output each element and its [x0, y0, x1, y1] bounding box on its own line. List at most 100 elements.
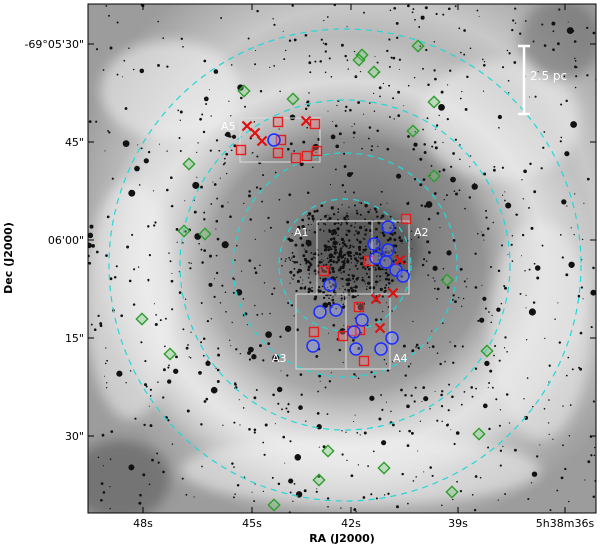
star — [299, 373, 303, 376]
star — [337, 211, 340, 213]
star — [200, 185, 203, 189]
star — [351, 295, 355, 299]
star — [505, 202, 512, 209]
star — [253, 428, 257, 432]
star — [109, 277, 113, 281]
star — [162, 470, 165, 474]
star — [277, 402, 280, 405]
star — [438, 104, 445, 111]
star — [329, 266, 331, 268]
star — [364, 245, 367, 248]
star — [332, 323, 336, 327]
star — [353, 123, 356, 125]
nebula-image — [88, 4, 596, 513]
star — [298, 227, 301, 230]
y-tick-label: 15" — [65, 332, 84, 345]
star — [398, 430, 401, 433]
star — [403, 105, 405, 107]
star — [431, 345, 435, 348]
star — [375, 275, 378, 278]
star — [197, 142, 199, 144]
star — [552, 48, 555, 52]
star — [552, 438, 554, 440]
circle-marker — [355, 313, 369, 327]
star — [422, 128, 424, 131]
square-marker — [353, 301, 365, 313]
star — [304, 33, 308, 37]
star — [504, 199, 506, 202]
star — [342, 270, 346, 273]
star — [377, 145, 379, 148]
star — [116, 21, 119, 24]
star — [358, 202, 360, 204]
star — [362, 237, 365, 240]
star — [504, 191, 506, 193]
star — [176, 241, 178, 243]
star — [451, 395, 454, 399]
star — [528, 206, 530, 209]
star — [485, 209, 487, 212]
star — [361, 278, 365, 282]
star — [411, 230, 413, 232]
star — [343, 165, 347, 168]
star — [586, 74, 589, 77]
star — [134, 417, 137, 420]
star — [103, 375, 106, 377]
star — [89, 224, 94, 229]
star — [406, 444, 410, 447]
star — [421, 263, 425, 267]
star — [315, 354, 319, 358]
star — [307, 217, 311, 220]
star — [459, 144, 461, 146]
star — [256, 155, 259, 158]
star — [368, 126, 372, 129]
star — [355, 209, 358, 212]
star — [149, 388, 153, 391]
star — [417, 450, 419, 452]
star — [171, 443, 174, 445]
star — [248, 428, 251, 431]
star — [466, 75, 469, 79]
star — [461, 345, 464, 348]
star — [287, 237, 291, 241]
star — [463, 29, 466, 32]
star — [186, 409, 190, 413]
star — [324, 50, 327, 53]
star — [224, 162, 226, 164]
star — [314, 257, 316, 259]
star — [296, 328, 299, 332]
star — [345, 431, 347, 433]
star — [441, 390, 444, 393]
star — [593, 454, 596, 457]
star — [242, 407, 245, 409]
star — [412, 480, 415, 482]
star — [417, 346, 420, 350]
star — [342, 260, 346, 264]
star — [482, 403, 488, 409]
star — [95, 250, 99, 254]
star — [247, 351, 251, 355]
star — [484, 360, 490, 367]
star — [158, 143, 160, 145]
diamond-marker — [312, 473, 326, 487]
star — [312, 220, 314, 222]
star — [433, 141, 437, 144]
star — [297, 225, 301, 229]
star — [280, 370, 282, 372]
star — [592, 266, 595, 270]
star — [344, 288, 347, 291]
star — [340, 278, 342, 280]
star — [364, 218, 367, 221]
star — [189, 357, 192, 359]
star — [472, 184, 475, 186]
star — [452, 152, 455, 155]
star — [109, 458, 112, 460]
star — [449, 341, 451, 343]
star — [116, 370, 123, 377]
star — [289, 270, 293, 274]
star — [557, 302, 559, 304]
diamond-marker — [237, 84, 251, 98]
star — [567, 356, 570, 359]
star — [474, 475, 478, 478]
